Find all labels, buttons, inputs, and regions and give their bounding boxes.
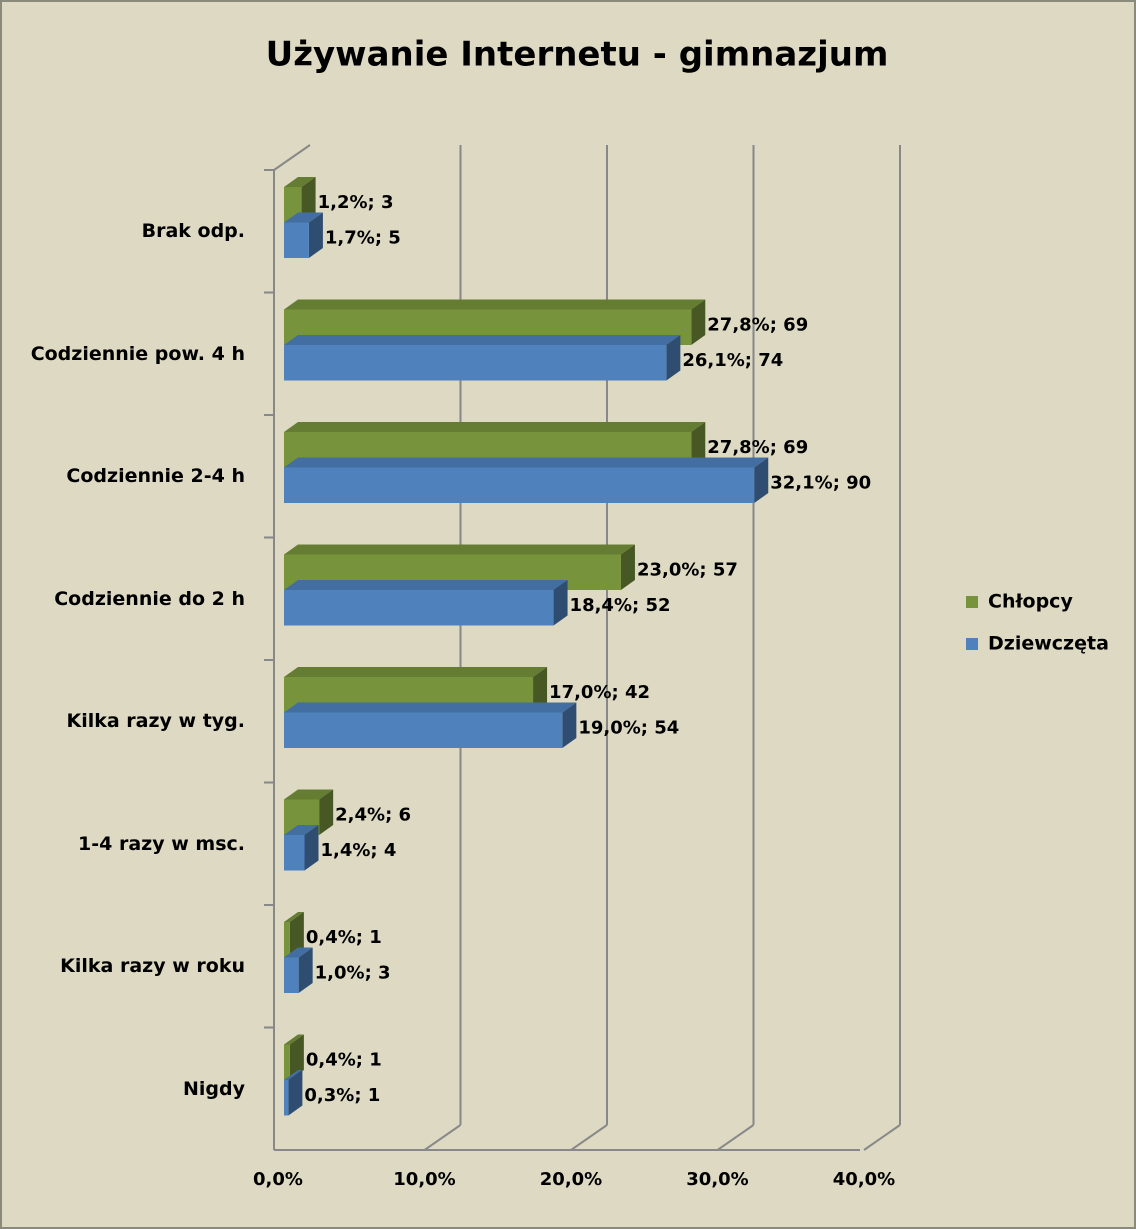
bar-side xyxy=(289,912,304,958)
data-label: 27,8%; 69 xyxy=(707,437,808,458)
data-label: 1,7%; 5 xyxy=(325,227,401,248)
bar-top xyxy=(284,912,304,922)
bar-side xyxy=(666,335,681,381)
x-tick-label: 20,0% xyxy=(540,1169,602,1190)
axis-wall xyxy=(273,144,311,171)
bar-front xyxy=(284,345,667,381)
bar-side xyxy=(754,457,769,503)
bar-top xyxy=(284,789,334,800)
bar-side xyxy=(298,947,313,993)
data-label: 0,3%; 1 xyxy=(304,1085,380,1106)
bar-side xyxy=(289,1034,304,1080)
chart-title: Używanie Internetu - gimnazjum xyxy=(266,35,889,75)
data-label: 19,0%; 54 xyxy=(578,717,679,738)
bar-top xyxy=(284,1034,304,1045)
y-tick-label: 1-4 razy w msc. xyxy=(78,832,245,855)
data-label: 1,2%; 3 xyxy=(318,192,394,213)
grid-line xyxy=(716,1124,755,1151)
bar-front xyxy=(284,222,309,258)
bar xyxy=(284,580,568,626)
legend-label: Chłopcy xyxy=(988,591,1073,613)
bar xyxy=(284,212,323,258)
grid-line xyxy=(423,1124,462,1151)
data-label: 0,4%; 1 xyxy=(306,927,382,948)
bar-front xyxy=(284,712,563,748)
data-label: 27,8%; 69 xyxy=(707,314,808,335)
x-tick-label: 10,0% xyxy=(393,1169,455,1190)
bar-front xyxy=(284,590,554,626)
bar xyxy=(284,912,304,958)
bar-top xyxy=(284,335,681,345)
bar-top xyxy=(284,825,319,835)
data-label: 2,4%; 6 xyxy=(335,804,411,825)
bar-front xyxy=(284,467,755,503)
bar xyxy=(284,947,313,993)
bar-top xyxy=(284,1070,303,1080)
bar xyxy=(284,825,319,871)
data-label: 23,0%; 57 xyxy=(637,559,738,580)
grid-line xyxy=(863,1124,901,1151)
bar-side xyxy=(691,299,706,345)
bar-top xyxy=(284,947,313,958)
bar-front xyxy=(284,1044,290,1080)
bar-side xyxy=(288,1070,303,1116)
bar-side xyxy=(562,702,577,748)
grid-line xyxy=(570,1124,608,1151)
bar xyxy=(284,335,681,381)
bar-side xyxy=(308,212,323,258)
legend-swatch xyxy=(966,596,978,608)
data-label: 26,1%; 74 xyxy=(682,350,783,371)
y-tick-label: Codziennie pow. 4 h xyxy=(30,342,245,365)
y-tick-label: Brak odp. xyxy=(141,220,245,243)
bar-side xyxy=(691,422,706,468)
data-label: 0,4%; 1 xyxy=(306,1049,382,1070)
bar-side xyxy=(553,580,568,626)
bar-front xyxy=(284,922,290,958)
legend-label: Dziewczęta xyxy=(988,633,1109,655)
bar-front xyxy=(284,1080,289,1116)
data-label: 32,1%; 90 xyxy=(770,472,871,493)
bar-top xyxy=(284,667,548,677)
bar-top xyxy=(284,212,323,223)
bar-side xyxy=(533,667,548,713)
legend-swatch xyxy=(966,638,978,650)
bar-side xyxy=(301,177,316,223)
bar xyxy=(284,1070,303,1116)
bar xyxy=(284,702,577,748)
data-label: 1,4%; 4 xyxy=(321,840,397,861)
x-tick-label: 30,0% xyxy=(686,1169,748,1190)
bar xyxy=(284,1034,304,1080)
y-tick-label: Codziennie do 2 h xyxy=(54,587,245,610)
data-label: 17,0%; 42 xyxy=(549,682,650,703)
y-tick-label: Kilka razy w tyg. xyxy=(66,710,245,733)
bar-side xyxy=(304,825,319,871)
data-label: 18,4%; 52 xyxy=(570,595,671,616)
bar-front xyxy=(284,957,299,993)
bar-top xyxy=(284,544,635,555)
bar-side xyxy=(319,789,334,835)
bar-top xyxy=(284,702,577,713)
bar-top xyxy=(284,177,316,187)
y-tick-label: Kilka razy w roku xyxy=(60,955,245,978)
bar-top xyxy=(284,580,568,590)
x-tick-label: 0,0% xyxy=(253,1169,303,1190)
bar xyxy=(284,457,769,503)
bar-top xyxy=(284,422,706,432)
data-label: 1,0%; 3 xyxy=(315,962,391,983)
x-tick-label: 40,0% xyxy=(833,1169,895,1190)
bar-front xyxy=(284,835,305,871)
y-tick-label: Codziennie 2-4 h xyxy=(66,465,245,488)
y-tick-label: Nigdy xyxy=(182,1077,245,1100)
bar-side xyxy=(620,544,635,590)
bar-top xyxy=(284,457,769,468)
bar-top xyxy=(284,299,706,310)
